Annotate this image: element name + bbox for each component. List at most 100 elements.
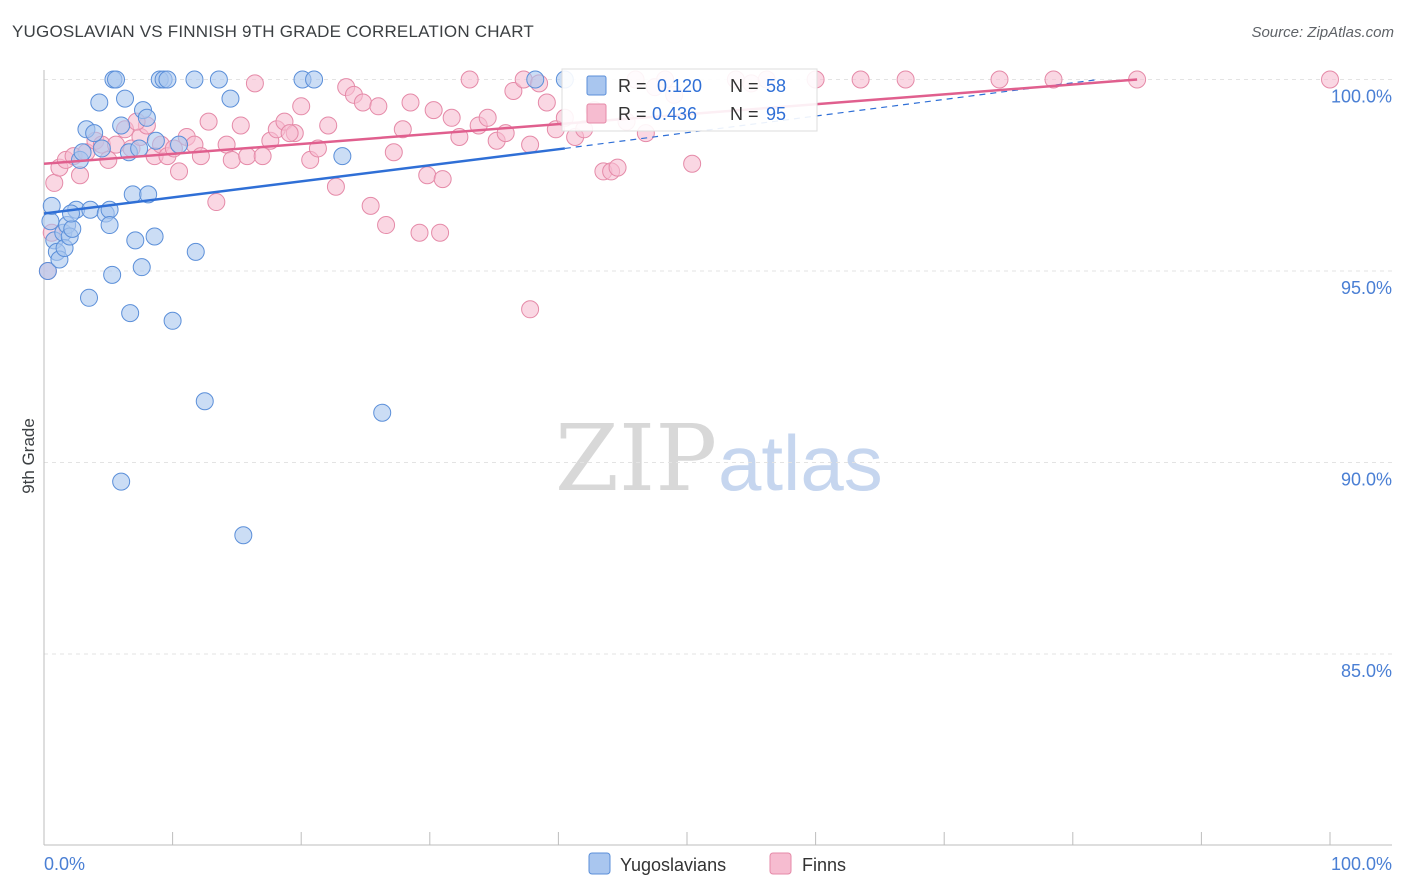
finn-point bbox=[377, 216, 396, 235]
yugoslavian-point bbox=[90, 93, 109, 112]
yugoslavian-point bbox=[209, 70, 228, 89]
finn-point bbox=[521, 135, 540, 154]
finn-point bbox=[369, 97, 388, 116]
yugoslavian-point bbox=[333, 147, 352, 166]
finn-point bbox=[504, 81, 523, 100]
legend-label-finns: Finns bbox=[802, 855, 846, 875]
x-tick-label-start: 0.0% bbox=[44, 854, 85, 874]
finn-point bbox=[478, 108, 497, 127]
yugoslavian-point bbox=[526, 70, 545, 89]
finn-point bbox=[896, 70, 915, 89]
finn-point bbox=[253, 147, 272, 166]
yugoslavian-point bbox=[185, 70, 204, 89]
finn-point bbox=[71, 166, 90, 185]
axes bbox=[43, 70, 1392, 846]
stats-legend: R = 0.120 N = 58 R = 0.436 N = 95 bbox=[561, 68, 818, 132]
yugoslavian-point bbox=[130, 139, 149, 158]
finn-point bbox=[207, 193, 226, 212]
yugoslavians-trend-line bbox=[43, 147, 565, 215]
stats-pink-r-value: 0.436 bbox=[652, 104, 697, 124]
gridlines bbox=[44, 79, 1392, 655]
yugoslavian-point bbox=[305, 70, 324, 89]
stats-pink-n-label: N = bbox=[730, 104, 759, 124]
yugoslavian-point bbox=[186, 242, 205, 261]
finn-point bbox=[1044, 70, 1063, 89]
yugoslavian-point bbox=[80, 288, 99, 307]
x-tick-label-end: 100.0% bbox=[1331, 854, 1392, 874]
finn-point bbox=[222, 150, 241, 169]
yugoslavian-point bbox=[234, 526, 253, 545]
finn-point bbox=[851, 70, 870, 89]
finn-point bbox=[460, 70, 479, 89]
legend-swatch-finns bbox=[769, 852, 792, 875]
finn-point bbox=[393, 120, 412, 139]
yugoslavian-point bbox=[100, 216, 119, 235]
series-legend: Yugoslavians Finns bbox=[588, 852, 846, 875]
yugoslavian-point bbox=[62, 204, 81, 223]
finn-point bbox=[442, 108, 461, 127]
stats-pink-r-label: R = bbox=[618, 104, 647, 124]
yugoslavian-point bbox=[158, 70, 177, 89]
yugoslavian-point bbox=[132, 258, 151, 277]
finn-point bbox=[521, 300, 540, 319]
finn-point bbox=[292, 97, 311, 116]
x-axis-ticks bbox=[43, 832, 1331, 845]
finn-point bbox=[238, 147, 257, 166]
finn-point bbox=[361, 196, 380, 215]
finn-point bbox=[433, 170, 452, 189]
yugoslavian-point bbox=[63, 219, 82, 238]
yugoslavians-points bbox=[38, 70, 574, 545]
yugoslavian-point bbox=[112, 116, 131, 135]
yugoslavian-point bbox=[107, 70, 126, 89]
finn-point bbox=[384, 143, 403, 162]
watermark-zip: ZIP bbox=[555, 405, 717, 512]
finn-point bbox=[401, 93, 420, 112]
finn-point bbox=[326, 177, 345, 196]
y-tick-label-90: 90.0% bbox=[1341, 470, 1392, 490]
finn-point bbox=[245, 74, 264, 93]
source-credit: Source: ZipAtlas.com bbox=[1251, 24, 1394, 41]
finn-point bbox=[231, 116, 250, 135]
yugoslavian-point bbox=[126, 231, 145, 250]
finn-point bbox=[170, 162, 189, 181]
yugoslavian-point bbox=[103, 265, 122, 284]
yugoslavian-point bbox=[116, 89, 135, 108]
stats-blue-r-label: R = bbox=[618, 76, 647, 96]
yugoslavian-point bbox=[112, 472, 131, 491]
y-tick-label-100: 100.0% bbox=[1331, 87, 1392, 107]
stats-blue-n-value: 58 bbox=[766, 76, 786, 96]
finn-point bbox=[424, 101, 443, 120]
legend-swatch-yugoslavians bbox=[588, 852, 611, 875]
yugoslavian-point bbox=[373, 403, 392, 422]
legend-label-yugoslavians: Yugoslavians bbox=[620, 855, 726, 875]
finn-point bbox=[410, 223, 429, 242]
finn-point bbox=[280, 124, 299, 143]
yugoslavian-point bbox=[38, 262, 57, 280]
yugoslavian-point bbox=[73, 143, 92, 162]
stats-blue-n-label: N = bbox=[730, 76, 759, 96]
finn-point bbox=[431, 223, 450, 242]
yugoslavian-point bbox=[139, 185, 158, 204]
yugoslavian-point bbox=[137, 108, 156, 127]
yugoslavians-trend-extension bbox=[564, 78, 1099, 150]
yugoslavian-point bbox=[121, 304, 140, 323]
yugoslavian-point bbox=[145, 227, 164, 246]
finn-point bbox=[319, 116, 338, 135]
yugoslavian-point bbox=[92, 139, 111, 158]
stats-swatch-blue bbox=[586, 75, 607, 96]
chart-title: YUGOSLAVIAN VS FINNISH 9TH GRADE CORRELA… bbox=[12, 22, 534, 41]
finn-point bbox=[199, 112, 218, 131]
finn-point bbox=[990, 70, 1009, 89]
finn-point bbox=[683, 154, 702, 173]
yugoslavian-point bbox=[42, 196, 61, 215]
yugoslavian-point bbox=[163, 311, 182, 330]
finn-point bbox=[418, 166, 437, 185]
y-tick-label-85: 85.0% bbox=[1341, 661, 1392, 681]
yugoslavian-point bbox=[123, 185, 142, 204]
finn-point bbox=[608, 158, 627, 177]
yugoslavian-point bbox=[85, 124, 104, 143]
yugoslavian-point bbox=[221, 89, 240, 108]
finn-point bbox=[353, 93, 372, 112]
finn-point bbox=[45, 173, 64, 192]
